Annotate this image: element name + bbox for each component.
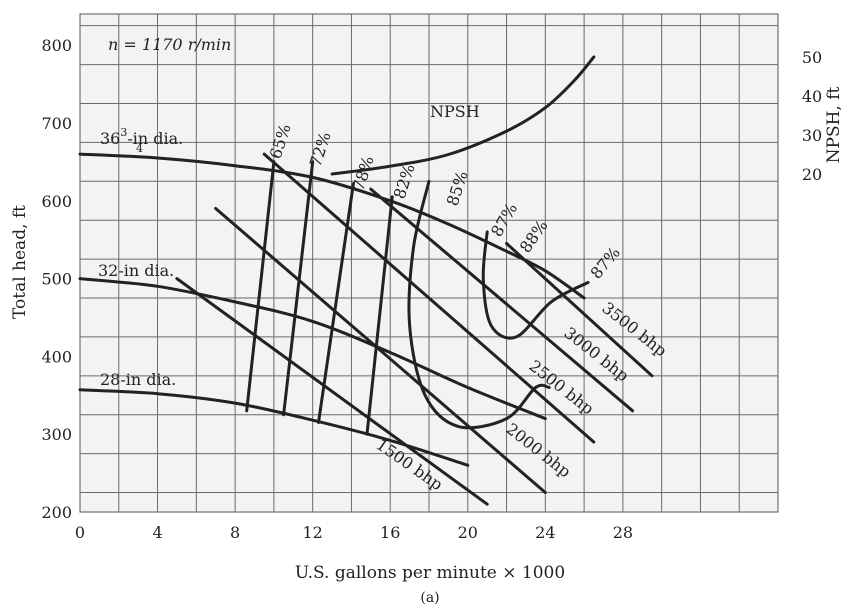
npsh-curve xyxy=(330,55,596,176)
y2-tick-label: 30 xyxy=(802,126,822,145)
label-head-28: 28-in dia. xyxy=(100,370,176,389)
label-head-36-num: 3 xyxy=(120,126,127,139)
y-tick-label: 600 xyxy=(41,192,72,211)
head-curve xyxy=(78,277,547,421)
grid xyxy=(80,14,778,512)
power-line xyxy=(505,242,654,378)
x-tick-label: 0 xyxy=(75,523,85,542)
x-tick-label: 8 xyxy=(230,523,240,542)
efficiency-line xyxy=(245,160,276,413)
x-tick-label: 24 xyxy=(535,523,555,542)
power-line xyxy=(175,277,489,506)
y-tick-label: 500 xyxy=(41,270,72,289)
label-head-36: 363-in dia. xyxy=(100,126,183,148)
efficiency-line xyxy=(282,160,315,417)
x-tick-label: 28 xyxy=(613,523,633,542)
power-line xyxy=(262,152,596,444)
label-head-32: 32-in dia. xyxy=(98,261,174,280)
label-head-36-main: 36 xyxy=(100,129,120,148)
tick-labels: 0 4 8 12 16 20 24 28 200 300 400 500 600 700 800 20 30 40… xyxy=(41,36,822,542)
power-line xyxy=(214,207,547,494)
y-tick-label: 300 xyxy=(41,425,72,444)
x-tick-label: 20 xyxy=(458,523,478,542)
y-tick-label: 400 xyxy=(41,347,72,366)
x-axis-title: U.S. gallons per minute × 1000 xyxy=(295,563,565,583)
efficiency-loop xyxy=(407,179,551,430)
y2-tick-label: 40 xyxy=(802,87,822,106)
efficiency-loop xyxy=(481,230,590,340)
y2-tick-label: 50 xyxy=(802,48,822,67)
x-tick-label: 16 xyxy=(380,523,400,542)
y-tick-label: 700 xyxy=(41,114,72,133)
efficiency-line xyxy=(365,195,394,436)
rpm-annotation: n = 1170 r/min xyxy=(108,35,231,54)
power-line xyxy=(369,187,635,413)
y-tick-label: 200 xyxy=(41,503,72,522)
y2-tick-label: 20 xyxy=(802,165,822,184)
figure-footer: (a) xyxy=(420,590,439,604)
y2-axis-title: NPSH, ft xyxy=(824,86,844,163)
label-head-36-tail: -in dia. xyxy=(127,129,183,148)
curves xyxy=(78,55,654,506)
y-tick-label: 800 xyxy=(41,36,72,55)
efficiency-line xyxy=(317,182,355,424)
x-tick-label: 4 xyxy=(152,523,162,542)
y-axis-title: Total head, ft xyxy=(10,205,30,319)
label-npsh-curve: NPSH xyxy=(430,102,480,121)
label-head-36-den: 4 xyxy=(136,142,143,155)
x-tick-label: 12 xyxy=(302,523,322,542)
